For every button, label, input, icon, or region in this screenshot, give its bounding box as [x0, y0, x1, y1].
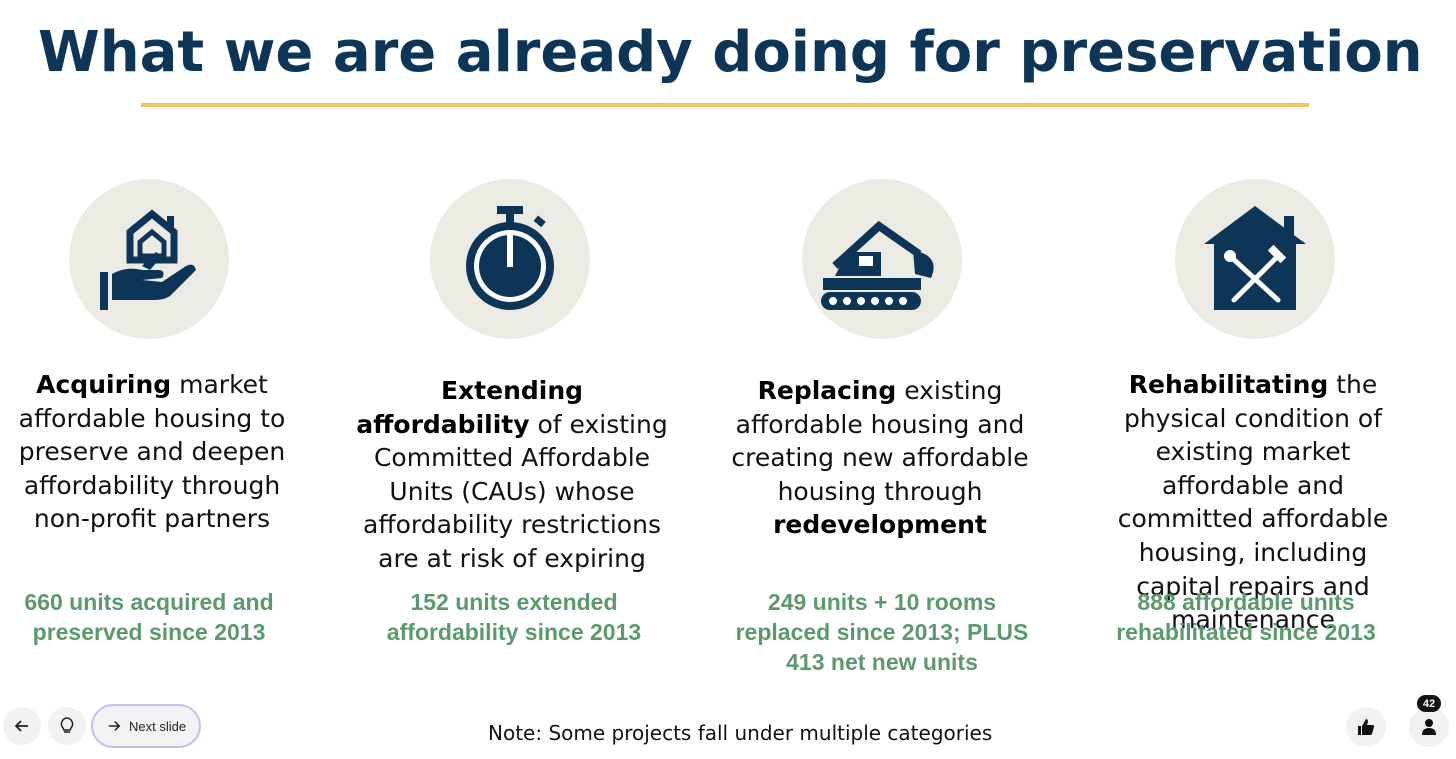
stopwatch-icon [430, 179, 590, 339]
next-slide-label: Next slide [129, 718, 187, 734]
arrow-left-icon [14, 720, 28, 732]
replacing-bold: Replacing [757, 376, 897, 405]
replacing-text: existing affordable housing and creating… [731, 376, 1029, 506]
replacing-bold2: redevelopment [773, 510, 987, 540]
extending-description: Extending affordability of existing Comm… [352, 374, 672, 576]
acquiring-stat: 660 units acquired and preserved since 2… [24, 589, 274, 645]
viewers-count-badge: 42 [1417, 695, 1441, 712]
extending-stat: 152 units extended affordability since 2… [386, 589, 642, 645]
back-button[interactable] [3, 707, 41, 745]
acquiring-text: market affordable housing to preserve an… [18, 370, 286, 534]
hint-button[interactable] [48, 707, 86, 745]
replacing-description: Replacing existing affordable housing an… [720, 374, 1040, 542]
rehabilitating-text: the physical condition of existing marke… [1117, 370, 1389, 635]
rehabilitating-stat: 888 affordable units rehabilitated since… [1116, 589, 1376, 645]
extending-bold: Extending affordability [356, 376, 584, 439]
arrow-right-icon [108, 721, 121, 731]
rehabilitating-description: Rehabilitating the physical condition of… [1093, 368, 1413, 637]
like-button[interactable] [1346, 707, 1386, 747]
lightbulb-icon [60, 717, 74, 733]
replacing-stat: 249 units + 10 rooms replaced since 2013… [735, 589, 1029, 675]
title-underline [141, 103, 1309, 107]
acquiring-description: Acquiring market affordable housing to p… [0, 368, 312, 536]
rehabilitating-bold: Rehabilitating [1128, 370, 1329, 399]
excavator-icon [802, 179, 962, 339]
slide-note: Note: Some projects fall under multiple … [488, 721, 993, 745]
person-icon [1422, 719, 1436, 735]
thumbs-up-icon [1358, 719, 1375, 735]
viewers-button[interactable] [1409, 707, 1449, 747]
house-tools-icon [1175, 179, 1335, 339]
next-slide-button[interactable]: Next slide [91, 704, 201, 748]
house-in-hand-icon [69, 179, 229, 339]
acquiring-bold: Acquiring [36, 370, 172, 399]
slide-title: What we are already doing for preservati… [38, 20, 1423, 85]
extending-text: of existing Committed Affordable Units (… [363, 409, 668, 573]
